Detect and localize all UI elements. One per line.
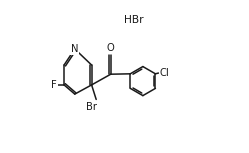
Text: O: O <box>107 43 115 53</box>
Text: HBr: HBr <box>124 15 143 25</box>
Text: N: N <box>71 44 78 54</box>
Text: Br: Br <box>86 102 97 112</box>
Text: F: F <box>51 80 57 90</box>
Text: Cl: Cl <box>159 68 169 78</box>
